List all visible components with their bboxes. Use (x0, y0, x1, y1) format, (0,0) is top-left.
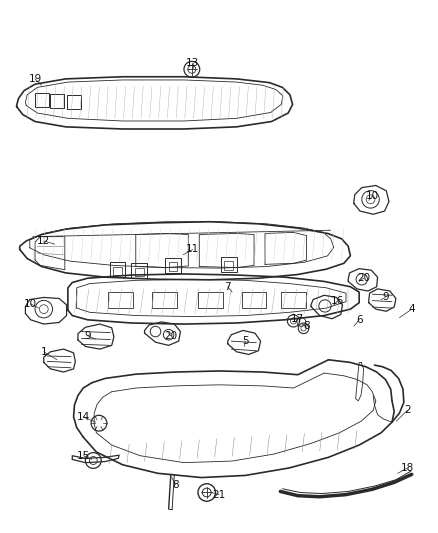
Text: 8: 8 (303, 321, 310, 331)
Bar (281, 292, 306, 308)
Text: 17: 17 (291, 314, 304, 324)
Bar (50, 94, 64, 108)
Text: 4: 4 (408, 304, 415, 314)
Bar (169, 262, 177, 271)
Text: 14: 14 (77, 412, 90, 422)
Text: 13: 13 (186, 58, 199, 68)
Text: 10: 10 (366, 191, 379, 201)
Text: 12: 12 (37, 236, 50, 246)
Text: 19: 19 (28, 74, 42, 84)
Bar (152, 292, 177, 308)
Bar (198, 292, 223, 308)
Text: 15: 15 (77, 451, 90, 461)
Bar (110, 262, 125, 277)
Bar (113, 266, 122, 275)
Bar (108, 292, 133, 308)
Text: 21: 21 (212, 490, 226, 499)
Text: 2: 2 (404, 406, 411, 415)
Bar (35, 93, 49, 107)
Text: 20: 20 (164, 331, 177, 341)
Text: 7: 7 (224, 282, 231, 292)
Bar (67, 95, 81, 109)
Text: 1: 1 (40, 347, 47, 357)
Bar (242, 292, 266, 308)
Text: 9: 9 (84, 331, 91, 341)
Bar (135, 268, 144, 276)
Text: 10: 10 (24, 299, 37, 309)
Text: 9: 9 (382, 293, 389, 302)
Bar (165, 258, 181, 273)
Bar (221, 257, 237, 272)
Text: 5: 5 (242, 336, 249, 346)
Text: 20: 20 (357, 273, 370, 283)
Text: 6: 6 (356, 315, 363, 325)
Text: 16: 16 (331, 296, 344, 306)
Bar (131, 263, 147, 278)
Text: 18: 18 (401, 463, 414, 473)
Bar (224, 261, 233, 270)
Text: 11: 11 (186, 245, 199, 254)
Text: 8: 8 (172, 480, 179, 490)
